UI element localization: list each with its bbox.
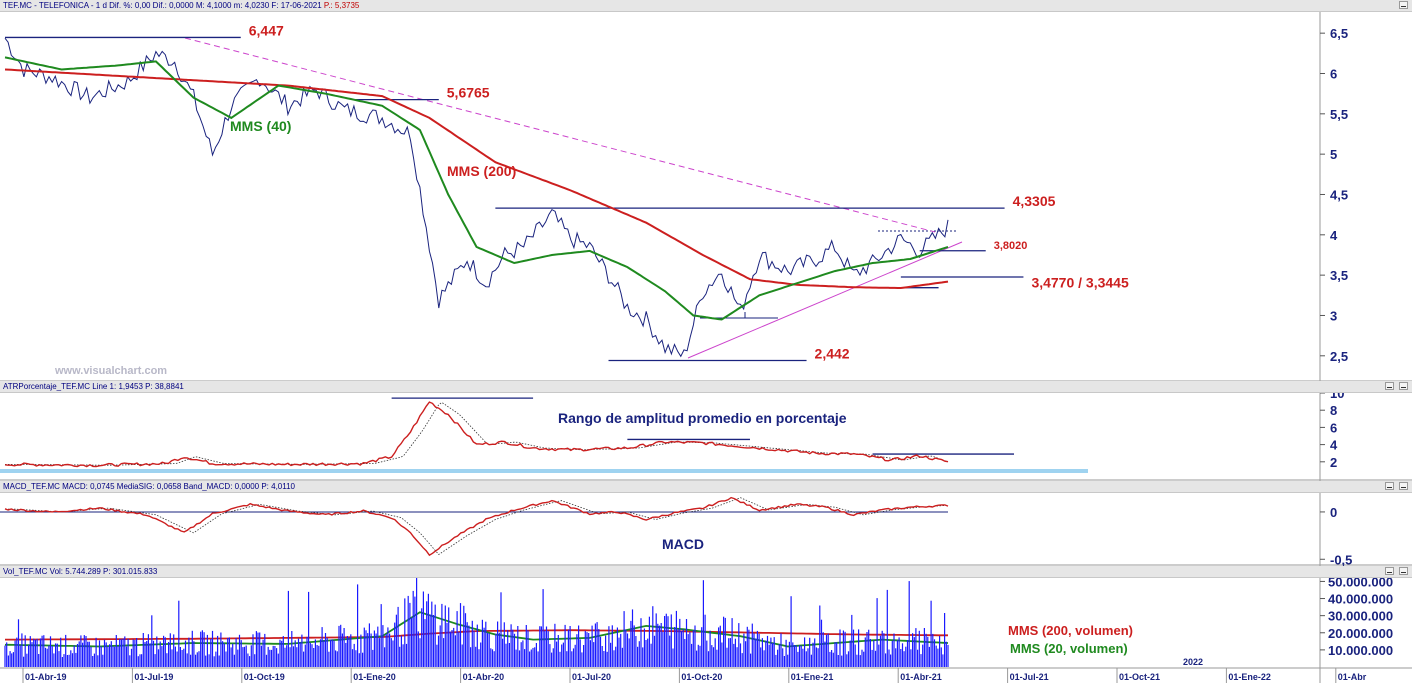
y-tick-label: 4,5 — [1330, 187, 1348, 202]
macd-panel-header: MACD_TEF.MC MACD: 0,0745 MediaSIG: 0,065… — [0, 481, 1412, 493]
y-tick-label: 3,5 — [1330, 268, 1348, 283]
level-label: 3,4770 / 3,3445 — [1031, 274, 1129, 290]
atr-minimize-button[interactable] — [1385, 382, 1394, 390]
atr-band — [0, 469, 1088, 473]
stats-label: 1 d Dif. %: 0,00 Dif.: 0,0000 M: 4,1000 … — [95, 1, 322, 10]
y-tick-label: 2,5 — [1330, 349, 1348, 364]
support-trendline — [687, 241, 963, 359]
atr-y-label: 4 — [1330, 438, 1338, 453]
vol-y-label: 50.000.000 — [1328, 574, 1393, 589]
level-label: 3,8020 — [994, 240, 1028, 252]
macd-title: MACD — [662, 536, 704, 552]
macd-maximize-button[interactable] — [1399, 482, 1408, 490]
x-tick-label: 01-Ene-21 — [791, 672, 834, 682]
macd-y-label: -0,5 — [1330, 552, 1352, 567]
year-label: 2022 — [1183, 657, 1203, 667]
y-tick-label: 3 — [1330, 308, 1337, 323]
vol-header-text: Vol_TEF.MC Vol: 5.744.289 P: 301.015.833 — [3, 567, 158, 576]
vol-mms200-legend: MMS (200, volumen) — [1008, 623, 1133, 638]
vol-y-label: 40.000.000 — [1328, 592, 1393, 607]
y-tick-label: 6,5 — [1330, 26, 1348, 41]
y-tick-label: 5,5 — [1330, 107, 1348, 122]
level-label: 2,442 — [815, 345, 850, 361]
mms40-series — [4, 56, 949, 321]
vol-y-label: 10.000.000 — [1328, 643, 1393, 658]
level-label: 6,447 — [249, 22, 284, 38]
panel-minimize-button[interactable] — [1399, 1, 1408, 9]
price-series — [4, 37, 949, 358]
macd-y-label: 0 — [1330, 505, 1337, 520]
atr-title: Rango de amplitud promedio en porcentaje — [558, 410, 847, 426]
vol-y-label: 30.000.000 — [1328, 609, 1393, 624]
atr-panel-header: ATRPorcentaje_TEF.MC Line 1: 1,9453 P: 3… — [0, 381, 1412, 393]
vol-minimize-button[interactable] — [1385, 567, 1394, 575]
atr-y-label: 8 — [1330, 403, 1337, 418]
y-tick-label: 4 — [1330, 228, 1338, 243]
x-tick-label: 01-Ene-22 — [1228, 672, 1271, 682]
mms200-annotation: MMS (200) — [447, 163, 516, 179]
y-tick-label: 6 — [1330, 66, 1337, 81]
level-label: 5,6765 — [447, 85, 490, 101]
macd-line — [4, 496, 949, 557]
x-tick-label: 01-Abr-20 — [463, 672, 505, 682]
x-tick-label: 01-Oct-19 — [244, 672, 285, 682]
main-header-text: TEF.MC - TELEFONICA - 1 d Dif. %: 0,00 D… — [3, 0, 359, 11]
x-tick-label: 01-Jul-21 — [1010, 672, 1049, 682]
vol-mms20-legend: MMS (20, volumen) — [1010, 641, 1128, 656]
y-tick-label: 5 — [1330, 147, 1337, 162]
atr-header-text: ATRPorcentaje_TEF.MC Line 1: 1,9453 P: 3… — [3, 382, 184, 391]
x-tick-label: 01-Oct-21 — [1119, 672, 1160, 682]
level-label: 4,3305 — [1013, 193, 1056, 209]
atr-line — [4, 401, 949, 468]
atr-maximize-button[interactable] — [1399, 382, 1408, 390]
x-tick-label: 01-Ene-20 — [353, 672, 396, 682]
atr-y-label: 6 — [1330, 420, 1337, 435]
vol-maximize-button[interactable] — [1399, 567, 1408, 575]
x-tick-label: 01-Jul-20 — [572, 672, 611, 682]
price-label: P.: 5,3735 — [323, 1, 360, 10]
x-tick-label: 01-Abr-19 — [25, 672, 67, 682]
vol-panel-header: Vol_TEF.MC Vol: 5.744.289 P: 301.015.833 — [0, 566, 1412, 578]
macd-signal-line — [5, 497, 949, 556]
symbol-label: TEF.MC - TELEFONICA - — [3, 1, 94, 10]
mms40-annotation: MMS (40) — [230, 118, 291, 134]
x-tick-label: 01-Abr-21 — [900, 672, 942, 682]
atr-y-label: 2 — [1330, 455, 1337, 470]
mms200-series — [4, 68, 949, 289]
macd-minimize-button[interactable] — [1385, 482, 1394, 490]
macd-header-text: MACD_TEF.MC MACD: 0,0745 MediaSIG: 0,065… — [3, 482, 295, 491]
x-tick-label: 01-Jul-19 — [134, 672, 173, 682]
x-tick-label: 01-Oct-20 — [681, 672, 722, 682]
x-tick-label: 01-Abr — [1338, 672, 1367, 682]
main-panel-header: TEF.MC - TELEFONICA - 1 d Dif. %: 0,00 D… — [0, 0, 1412, 12]
watermark: www.visualchart.com — [54, 365, 167, 377]
resistance-trendline — [184, 37, 936, 233]
vol-y-label: 20.000.000 — [1328, 626, 1393, 641]
